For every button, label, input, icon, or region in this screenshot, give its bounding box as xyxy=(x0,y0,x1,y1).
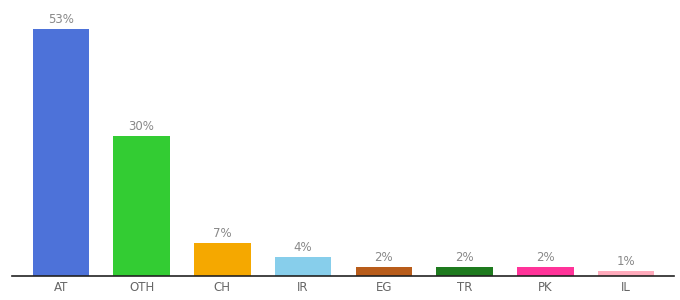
Bar xyxy=(437,267,493,276)
Bar xyxy=(194,243,250,276)
Bar xyxy=(33,29,89,276)
Bar xyxy=(114,136,170,276)
Text: 1%: 1% xyxy=(617,255,635,268)
Bar xyxy=(356,267,412,276)
Bar xyxy=(275,257,331,276)
Text: 53%: 53% xyxy=(48,13,73,26)
Text: 2%: 2% xyxy=(375,251,393,264)
Text: 2%: 2% xyxy=(536,251,555,264)
Text: 2%: 2% xyxy=(455,251,474,264)
Bar xyxy=(517,267,573,276)
Text: 7%: 7% xyxy=(213,227,232,241)
Text: 30%: 30% xyxy=(129,120,154,133)
Bar xyxy=(598,271,654,276)
Text: 4%: 4% xyxy=(294,242,312,254)
